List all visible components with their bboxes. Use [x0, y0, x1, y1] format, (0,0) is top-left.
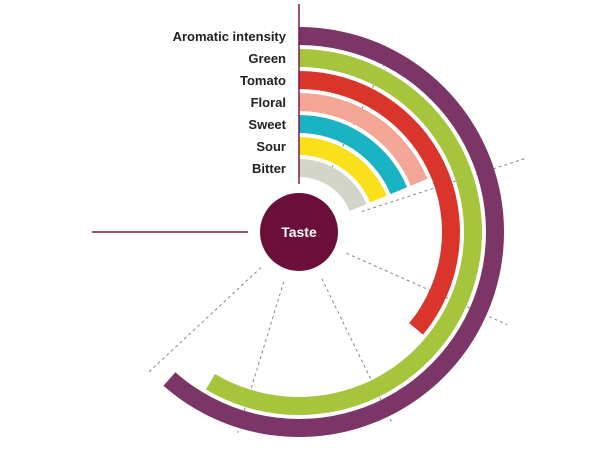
center-circle: [260, 193, 338, 271]
series-labels: Aromatic intensity Green Tomato Floral Sweet…: [173, 29, 287, 176]
arc-sweet: [299, 115, 408, 195]
center-label: Taste: [281, 224, 317, 240]
label-green: Green: [248, 51, 286, 66]
label-floral: Floral: [251, 95, 286, 110]
guide-line-4: [321, 278, 393, 423]
arc-tomato: [299, 71, 460, 335]
guide-line-5: [237, 281, 285, 433]
arc-bars: [163, 27, 504, 437]
label-sweet: Sweet: [248, 117, 286, 132]
label-aromatic-intensity: Aromatic intensity: [173, 29, 287, 44]
arc-floral: [299, 93, 428, 186]
arc-aromatic-intensity: [163, 27, 504, 437]
arc-sour: [299, 137, 387, 203]
guide-line-6: [148, 267, 262, 373]
label-tomato: Tomato: [240, 73, 286, 88]
label-bitter: Bitter: [252, 161, 286, 176]
arc-bitter: [299, 159, 367, 211]
label-sour: Sour: [256, 139, 286, 154]
guide-line-2: [361, 157, 528, 213]
